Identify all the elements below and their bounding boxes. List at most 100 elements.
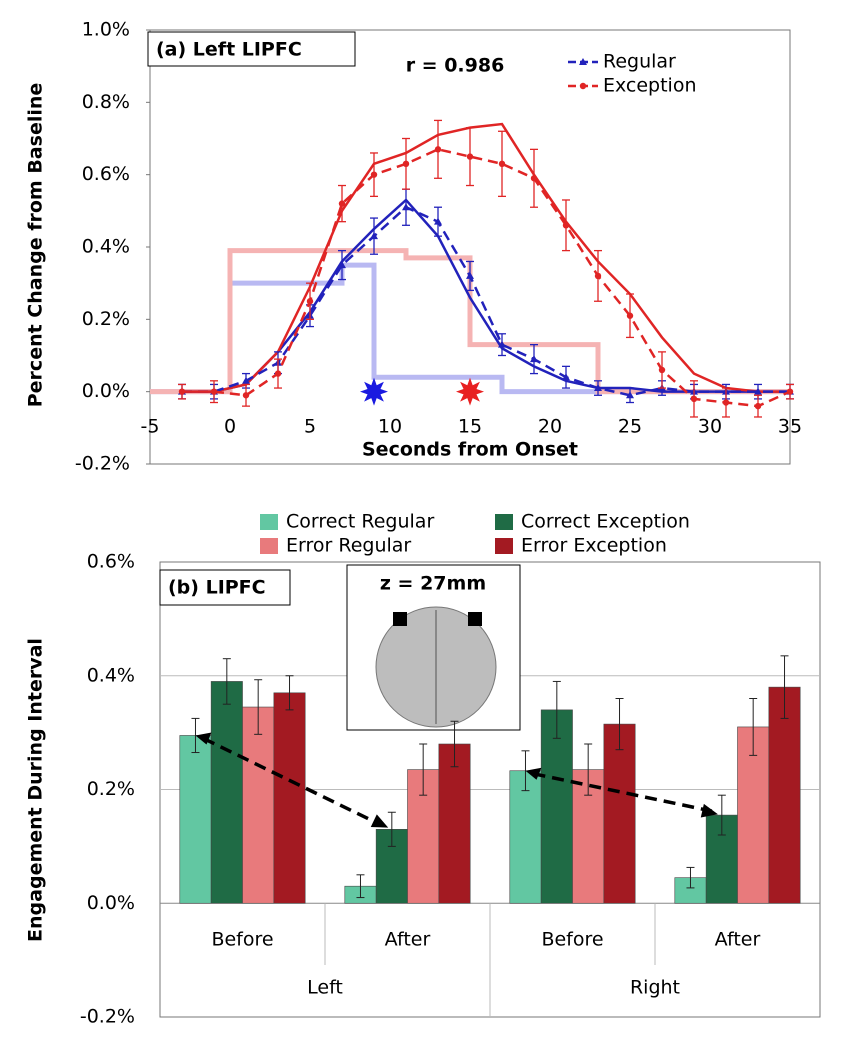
y-tick-label: 0.0% [87, 892, 135, 914]
point [754, 402, 762, 410]
point [434, 146, 442, 153]
x-tick-label: 25 [618, 416, 642, 438]
error-bar [615, 698, 624, 751]
legend-marker [579, 58, 587, 65]
point [530, 355, 538, 363]
y-tick-label: 0.6% [87, 551, 135, 573]
point [498, 160, 506, 168]
error-bar [285, 675, 294, 711]
error-bar [356, 874, 365, 899]
data-line [182, 205, 790, 397]
point [530, 175, 538, 182]
annotation: r = 0.986 [406, 55, 505, 77]
bar [210, 681, 243, 904]
bar [768, 686, 801, 904]
x-tick-label: 20 [538, 416, 562, 438]
y-tick-label: 0.4% [87, 664, 135, 686]
error-bar [222, 658, 231, 705]
point [594, 272, 602, 280]
point [498, 340, 506, 348]
y-axis-title: Engagement During Interval [25, 638, 47, 942]
title-box [147, 31, 356, 67]
point [210, 388, 218, 395]
bar [603, 723, 636, 904]
y-tick-label: 0.2% [82, 308, 130, 330]
point [722, 399, 730, 406]
y-tick-label: -0.2% [80, 1006, 135, 1028]
point [466, 271, 474, 279]
legend-swatch [260, 514, 278, 530]
error-bar [780, 655, 789, 719]
error-bar [419, 743, 428, 796]
y-tick-label: 0.8% [82, 91, 130, 113]
point [370, 171, 378, 178]
arrow-head [195, 732, 212, 745]
x-tick-label: 35 [778, 416, 802, 438]
x-tick-label: After [715, 929, 761, 951]
point [754, 387, 762, 395]
error-bar [584, 743, 593, 796]
legend-box [252, 505, 728, 561]
y-tick-label: 0.6% [82, 163, 130, 185]
point [242, 392, 250, 399]
y-axis-title: Percent Change from Baseline [25, 83, 47, 408]
y-tick-label: 0.2% [87, 778, 135, 800]
group-label: Left [307, 977, 343, 999]
x-tick-label: 5 [304, 416, 316, 438]
error-bar [552, 680, 561, 739]
y-tick-label: 1.0% [82, 19, 130, 41]
arrow-line [533, 772, 713, 813]
x-tick-label: -5 [141, 416, 160, 438]
roi [468, 612, 482, 626]
arrow-head [370, 814, 389, 828]
arrow-head [525, 767, 542, 780]
point [690, 395, 698, 403]
error-bar [749, 698, 758, 756]
error-bar [686, 866, 695, 889]
point [562, 373, 570, 381]
fit-line [182, 198, 790, 393]
group-label: Right [630, 977, 680, 999]
chart-title: (b) LIPFC [168, 577, 266, 599]
legend-swatch [260, 538, 278, 554]
legend-label: Error Regular [286, 535, 411, 557]
roi [393, 612, 407, 626]
point [626, 391, 634, 399]
title-box [159, 569, 291, 606]
bar [273, 692, 306, 904]
data-line [182, 148, 791, 408]
error-bar [450, 720, 459, 768]
point [402, 203, 410, 211]
legend-swatch [495, 538, 513, 554]
point [370, 232, 378, 240]
legend-label: Error Exception [521, 535, 667, 557]
point [562, 222, 570, 229]
chart-title: (a) Left LIPFC [156, 39, 302, 61]
point [402, 160, 410, 168]
event-marker [456, 377, 484, 406]
legend-label: Regular [603, 51, 676, 73]
x-tick-label: 0 [224, 416, 236, 438]
legend-label: Correct Regular [286, 511, 434, 533]
x-axis-title: Seconds from Onset [362, 439, 578, 461]
x-tick-label: 15 [458, 416, 482, 438]
point [306, 298, 314, 305]
point [658, 366, 666, 374]
error-bar [254, 679, 263, 735]
point [786, 388, 794, 395]
point [466, 153, 474, 160]
point [626, 312, 634, 319]
x-tick-label: Before [211, 929, 273, 951]
arrow-line [202, 736, 383, 827]
bar [509, 770, 542, 904]
error-bar [717, 794, 726, 836]
point [274, 370, 282, 377]
fit-line [182, 122, 790, 393]
point [338, 261, 346, 269]
bar [737, 726, 770, 904]
x-tick-label: After [385, 929, 431, 951]
x-tick-label: Before [541, 929, 603, 951]
x-tick-label: 30 [698, 416, 722, 438]
step-line [150, 248, 790, 395]
